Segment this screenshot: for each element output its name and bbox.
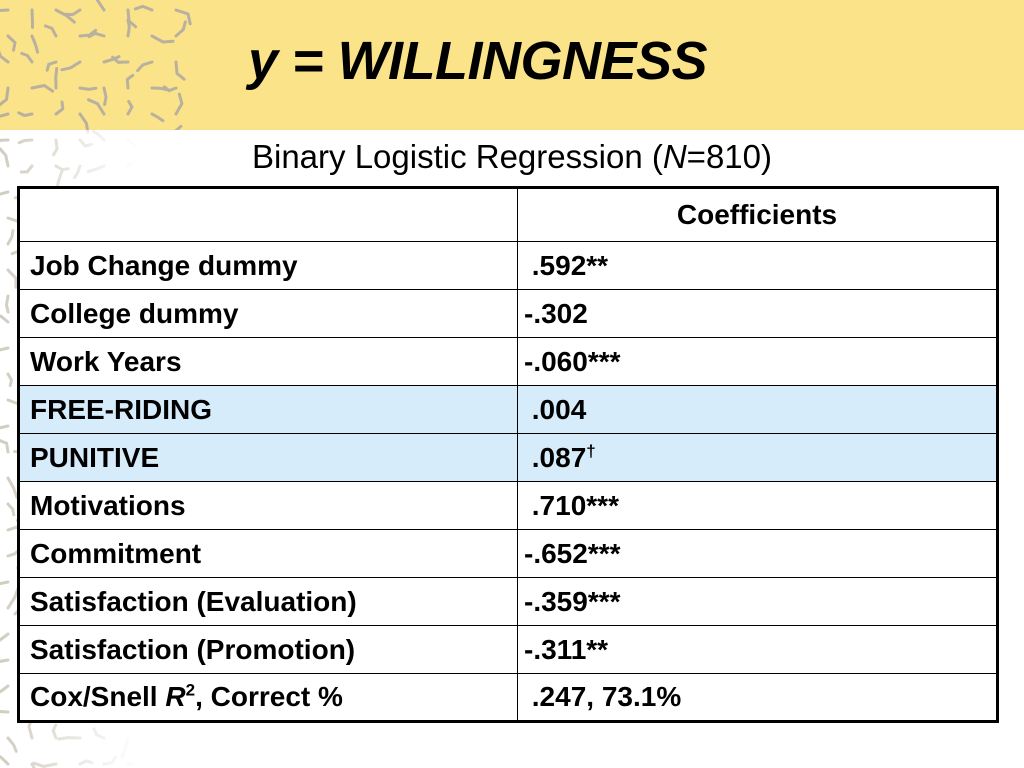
summary-label-italic: R	[165, 681, 186, 712]
row-label: PUNITIVE	[18, 433, 518, 482]
row-value: .004	[517, 385, 998, 434]
pattern-stroke	[54, 67, 59, 90]
row-value: .710***	[517, 481, 998, 530]
pattern-stroke	[102, 55, 121, 64]
pattern-stroke	[111, 55, 130, 64]
pattern-stroke	[78, 86, 98, 91]
row-label: Satisfaction (Promotion)	[18, 625, 518, 674]
pattern-stroke	[174, 60, 186, 81]
row-value-text: -.652***	[524, 537, 621, 569]
pattern-stroke	[150, 112, 165, 123]
table-header-row: Coefficients	[18, 187, 998, 242]
table-row: PUNITIVE .087†	[18, 433, 998, 482]
pattern-stroke	[43, 24, 58, 38]
significance-mark: †	[586, 441, 596, 461]
pattern-stroke	[87, 31, 106, 39]
row-value: -.302	[517, 289, 998, 338]
row-value: -.311**	[517, 625, 998, 674]
header-coefficients: Coefficients	[517, 187, 998, 242]
table-row: Motivations .710***	[18, 481, 998, 530]
summary-label-suffix: , Correct %	[195, 681, 343, 712]
pattern-stroke	[30, 83, 55, 93]
pattern-stroke	[174, 20, 187, 38]
row-label: FREE-RIDING	[18, 385, 518, 434]
summary-label-sup: 2	[185, 680, 196, 700]
subtitle-suffix: =810)	[686, 138, 772, 175]
pattern-stroke	[45, 60, 58, 72]
row-value: .247, 73.1%	[517, 673, 998, 722]
summary-label-prefix: Cox/Snell	[30, 681, 166, 712]
title-band	[0, 0, 1024, 130]
pattern-stroke	[20, 51, 34, 64]
pattern-stroke	[30, 34, 40, 54]
table-row: FREE-RIDING .004	[18, 385, 998, 434]
row-value-text: -.060***	[524, 345, 621, 377]
pattern-stroke	[150, 34, 175, 44]
pattern-stroke	[174, 92, 184, 116]
pattern-stroke	[54, 8, 76, 24]
table-row: College dummy -.302	[18, 289, 998, 338]
pattern-stroke	[0, 8, 10, 12]
pattern-stroke	[30, 8, 34, 29]
row-value: -.652***	[517, 529, 998, 578]
pattern-stroke	[136, 60, 154, 73]
row-value-text: .592**	[524, 249, 609, 281]
row-value-text: .710***	[524, 489, 619, 521]
pattern-stroke	[0, 112, 10, 118]
row-value: -.060***	[517, 337, 998, 386]
pattern-stroke	[133, 4, 154, 12]
table-row: Work Years -.060***	[18, 337, 998, 386]
pattern-stroke	[87, 98, 106, 116]
row-value-text: .004	[524, 393, 587, 425]
pattern-stroke	[64, 8, 82, 17]
row-label: Satisfaction (Evaluation)	[18, 577, 518, 626]
pattern-stroke	[78, 112, 90, 134]
pattern-stroke	[126, 18, 131, 38]
table-row: Job Change dummy .592**	[18, 241, 998, 290]
pattern-stroke	[125, 73, 135, 90]
pattern-stroke	[0, 86, 10, 107]
table-row: Commitment -.652***	[18, 529, 998, 578]
pattern-stroke	[17, 111, 34, 118]
pattern-stroke	[0, 50, 10, 64]
subtitle-prefix: Binary Logistic Regression (	[251, 138, 663, 175]
pattern-stroke	[102, 86, 108, 106]
pattern-stroke	[95, 0, 106, 12]
table-row-summary: Cox/Snell R2, Correct % .247, 73.1%	[18, 673, 998, 722]
row-label: Job Change dummy	[18, 241, 518, 290]
table-row: Satisfaction (Evaluation) -.359***	[18, 577, 998, 626]
pattern-stroke	[54, 100, 65, 116]
pattern-stroke	[6, 34, 17, 52]
pattern-stroke	[60, 60, 82, 72]
row-value: .087†	[517, 433, 998, 482]
row-label: Cox/Snell R2, Correct %	[18, 673, 518, 722]
table-row: Satisfaction (Promotion) -.311**	[18, 625, 998, 674]
pattern-stroke	[162, 85, 178, 93]
header-blank-cell	[18, 187, 518, 242]
subtitle-italic: N	[662, 138, 687, 175]
row-label: Work Years	[18, 337, 518, 386]
row-value: -.359***	[517, 577, 998, 626]
row-value-text: .087	[524, 441, 587, 473]
pattern-stroke	[174, 8, 192, 26]
row-label: College dummy	[18, 289, 518, 338]
regression-table: Coefficients Job Change dummy .592** Coll…	[17, 186, 999, 723]
slide-subtitle: Binary Logistic Regression (N=810)	[0, 138, 1024, 176]
row-label: Commitment	[18, 529, 518, 578]
slide-title: y = WILLINGNESS	[248, 31, 708, 91]
row-label: Motivations	[18, 481, 518, 530]
row-value-text: -.302	[524, 297, 588, 329]
pattern-stroke	[126, 99, 134, 116]
row-value-text: -.359***	[524, 585, 621, 617]
row-value: .592**	[517, 241, 998, 290]
row-value-text: -.311**	[524, 633, 609, 665]
